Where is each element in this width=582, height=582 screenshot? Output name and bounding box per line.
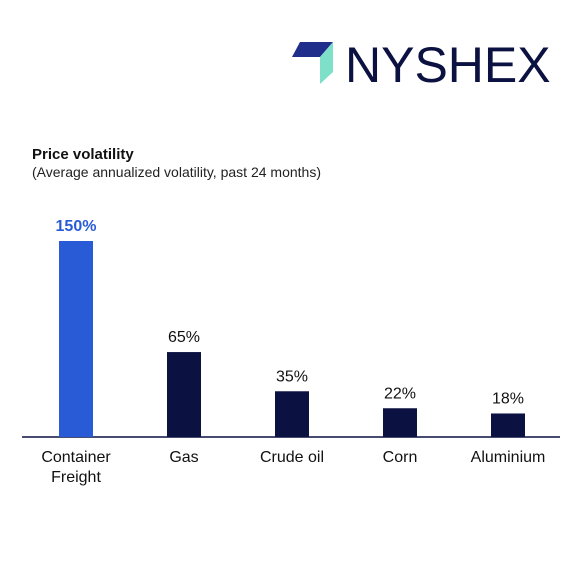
x-tick-label: Aluminium (470, 449, 546, 466)
logo-text: NYSHEX (345, 37, 551, 93)
data-label: 22% (384, 385, 416, 402)
x-tick-label: Corn (382, 449, 418, 466)
x-tick-label: Container Freight (41, 449, 111, 486)
data-label: 150% (56, 218, 97, 235)
data-label: 18% (492, 390, 524, 407)
bar (275, 391, 309, 437)
bar (491, 413, 525, 437)
logo-icon (292, 42, 333, 84)
data-label: 65% (168, 329, 200, 346)
x-tick-label: Gas (169, 449, 199, 466)
chart-title: Price volatility (32, 146, 134, 163)
data-label: 35% (276, 368, 308, 385)
x-tick-label: Crude oil (259, 449, 325, 466)
chart-subtitle: (Average annualized volatility, past 24 … (32, 164, 321, 180)
bar (383, 408, 417, 437)
bar (167, 352, 201, 437)
bar (59, 241, 93, 437)
